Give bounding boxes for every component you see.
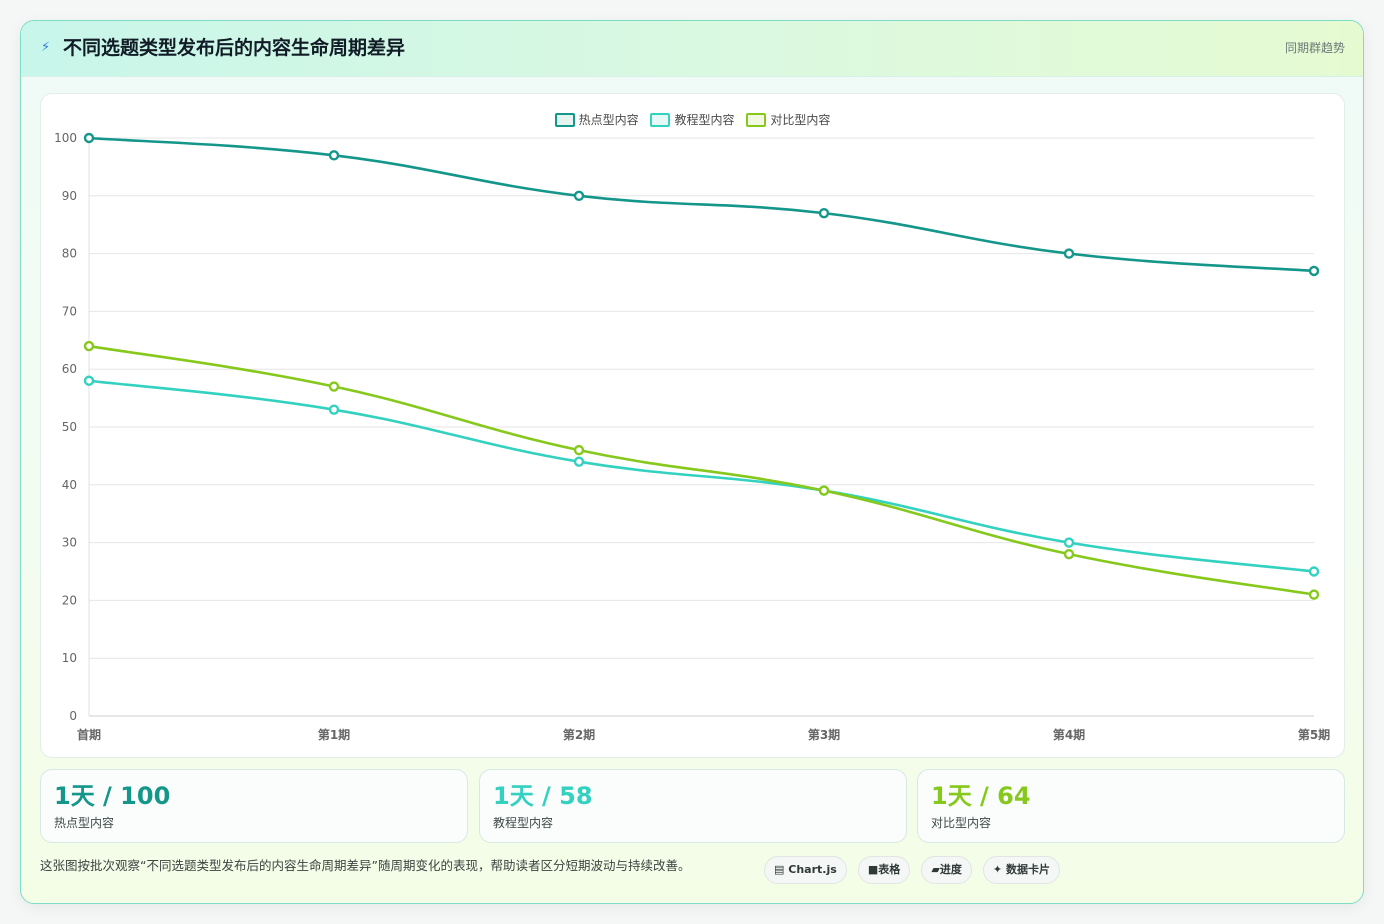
y-tick-label: 80 <box>62 247 77 261</box>
series-point-0 <box>818 207 830 219</box>
chart-icon: ▤ <box>774 863 785 876</box>
chip-label-chartjs: Chart.js <box>788 863 837 876</box>
stat-value-compare: 1天 / 64 <box>931 782 1031 810</box>
series-point-2 <box>328 381 340 392</box>
legend-item-hot[interactable]: 热点型内容 <box>554 111 639 128</box>
chip-table[interactable]: ■表格 <box>857 856 911 884</box>
x-tick-label: 第5期 <box>1298 727 1330 742</box>
series-point-2 <box>1308 589 1320 600</box>
y-tick-label: 10 <box>62 651 77 665</box>
tool-chips: ▤ Chart.js ■表格 ▰进度 ✦ 数据卡片 <box>764 856 1066 884</box>
chip-data-card[interactable]: ✦ 数据卡片 <box>982 856 1060 884</box>
legend-swatch-hot <box>554 112 575 127</box>
y-tick-label: 30 <box>62 536 77 550</box>
chip-label-progress: 进度 <box>939 863 962 876</box>
card-header: ⚡︎ 不同选题类型发布后的内容生命周期差异 同期群趋势 <box>21 21 1363 77</box>
progress-icon: ▰ <box>931 863 940 876</box>
stat-card-hot: 1天 / 100 热点型内容 <box>40 769 468 843</box>
header-tag: 同期群趋势 <box>1284 41 1345 55</box>
y-tick-label: 50 <box>62 420 77 434</box>
series-point-2 <box>573 444 585 456</box>
chart-card: ⚡︎ 不同选题类型发布后的内容生命周期差异 同期群趋势 0 10 20 30 40 50 6… <box>20 20 1364 904</box>
chip-label-table: 表格 <box>878 863 901 876</box>
series-line-2 <box>87 344 1316 596</box>
series-point-2 <box>83 340 95 352</box>
series-point-2 <box>818 485 830 496</box>
series-line-0 <box>87 136 1316 273</box>
stat-label-compare: 对比型内容 <box>931 816 992 830</box>
series-point-0 <box>1063 248 1075 259</box>
series-point-0 <box>1308 265 1320 277</box>
chip-progress[interactable]: ▰进度 <box>921 856 972 884</box>
card-title: 不同选题类型发布后的内容生命周期差异 <box>63 37 406 59</box>
series-point-1 <box>573 456 585 467</box>
x-tick-label: 第4期 <box>1053 727 1085 742</box>
x-tick-label: 第2期 <box>563 727 595 742</box>
stat-cards: 1天 / 100 热点型内容 1天 / 58 教程型内容 1天 / 64 对比型… <box>40 769 1345 843</box>
chip-label-data-card: 数据卡片 <box>1005 863 1050 876</box>
stat-card-compare: 1天 / 64 对比型内容 <box>917 769 1345 843</box>
legend-item-tutorial[interactable]: 教程型内容 <box>650 111 735 128</box>
stat-label-tutorial: 教程型内容 <box>493 816 554 830</box>
series-point-0 <box>83 132 95 144</box>
series-point-1 <box>328 404 340 415</box>
table-icon: ■ <box>867 863 879 876</box>
series-point-2 <box>1063 548 1075 560</box>
chart-panel: 0 10 20 30 40 50 60 70 80 90 100 首期 第1期 第2期 第3期 第4期 第5期 … <box>40 93 1345 758</box>
stat-label-hot: 热点型内容 <box>54 816 115 830</box>
series-line-1 <box>87 379 1316 573</box>
series-point-0 <box>573 190 585 202</box>
y-tick-label: 100 <box>54 131 77 145</box>
y-tick-label: 70 <box>62 304 77 318</box>
y-tick-label: 0 <box>69 709 77 723</box>
legend-swatch-compare <box>746 112 767 127</box>
legend-label-compare: 对比型内容 <box>770 113 831 127</box>
sparkle-icon: ✦ <box>992 863 1003 876</box>
y-tick-label: 60 <box>62 362 77 376</box>
series-point-1 <box>1308 566 1320 577</box>
x-tick-label: 第3期 <box>808 727 840 742</box>
stat-card-tutorial: 1天 / 58 教程型内容 <box>479 769 907 843</box>
y-tick-label: 20 <box>62 593 77 607</box>
legend-item-compare[interactable]: 对比型内容 <box>746 111 830 128</box>
x-tick-label: 第1期 <box>318 727 350 742</box>
y-tick-label: 40 <box>62 478 77 492</box>
stat-value-hot: 1天 / 100 <box>54 782 171 810</box>
chip-chartjs[interactable]: ▤ Chart.js <box>764 856 847 884</box>
legend-swatch-tutorial <box>650 112 671 127</box>
series-point-1 <box>83 375 95 386</box>
legend-label-hot: 热点型内容 <box>578 113 639 127</box>
line-chart: 0 10 20 30 40 50 60 70 80 90 100 首期 第1期 第2期 第3期 第4期 第5期 <box>54 131 1330 742</box>
stat-value-tutorial: 1天 / 58 <box>493 782 593 810</box>
x-tick-label: 首期 <box>77 727 101 742</box>
lightning-icon: ⚡︎ <box>41 40 51 55</box>
chart-legend: 热点型内容 教程型内容 对比型内容 <box>41 111 1344 128</box>
chart-description: 这张图按批次观察“不同选题类型发布后的内容生命周期差异”随周期变化的表现，帮助读… <box>40 858 691 873</box>
legend-label-tutorial: 教程型内容 <box>674 113 735 127</box>
series-point-0 <box>328 150 340 161</box>
y-tick-label: 90 <box>62 189 77 203</box>
series-point-1 <box>1063 537 1075 548</box>
